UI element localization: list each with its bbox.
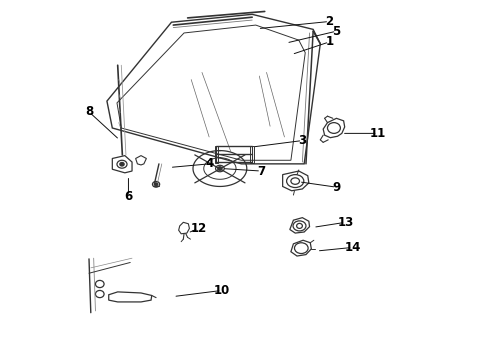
Text: 9: 9 [332,181,341,194]
Text: 7: 7 [257,165,265,177]
Text: 2: 2 [325,15,333,28]
Ellipse shape [218,167,222,170]
Text: 8: 8 [85,105,93,118]
Ellipse shape [120,162,124,166]
Text: 6: 6 [124,190,133,203]
Text: 12: 12 [190,222,206,235]
Text: 1: 1 [325,35,333,49]
Ellipse shape [154,183,158,186]
Text: 3: 3 [298,134,306,147]
Text: 14: 14 [344,241,361,254]
Ellipse shape [216,165,224,172]
Text: 4: 4 [205,157,213,170]
Text: 11: 11 [369,127,386,140]
Text: 13: 13 [337,216,354,229]
Text: 5: 5 [332,25,341,38]
Text: 10: 10 [214,284,230,297]
